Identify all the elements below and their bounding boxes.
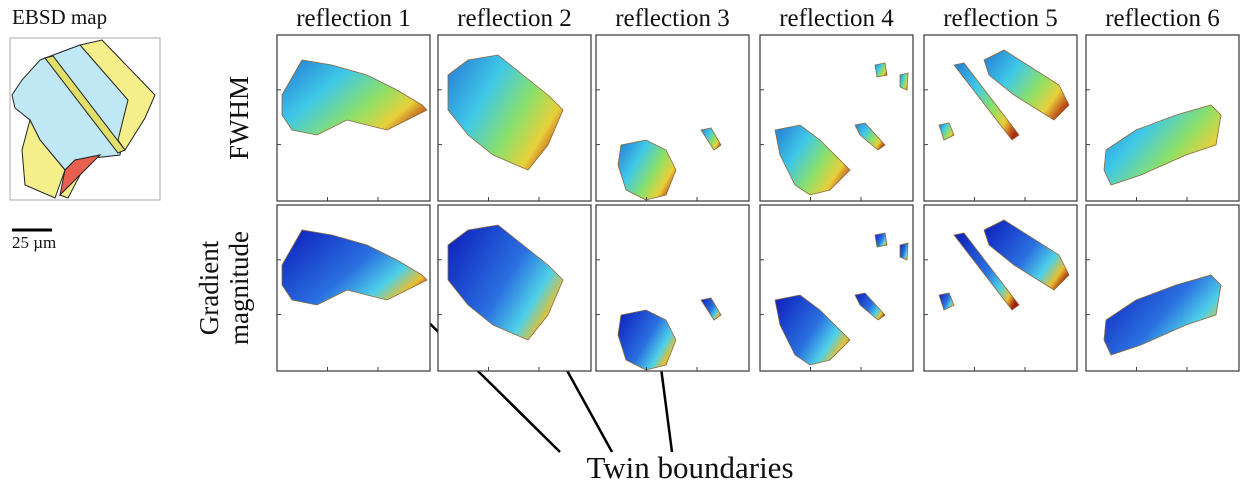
arrow — [660, 360, 672, 452]
intensity-map — [875, 63, 887, 77]
scale-label: 25 µm — [12, 233, 56, 252]
column-title: reflection 2 — [457, 5, 572, 32]
column-title: reflection 5 — [943, 5, 1058, 32]
map-panel — [596, 205, 749, 371]
column-title: reflection 1 — [296, 5, 411, 32]
intensity-map — [875, 233, 887, 247]
figure: EBSD map 25 µm Twin boundaries reflectio… — [0, 0, 1241, 494]
map-panel — [438, 35, 591, 201]
row-label: Gradient — [194, 240, 224, 335]
map-panel — [277, 35, 430, 201]
ebsd-title: EBSD map — [12, 5, 107, 29]
map-panel — [924, 205, 1077, 371]
annotation: Twin boundaries — [586, 450, 793, 485]
intensity-map — [900, 243, 908, 260]
map-panel — [760, 35, 913, 201]
map-panel — [924, 35, 1077, 201]
map-panel — [596, 35, 749, 201]
intensity-map — [900, 73, 908, 90]
map-panel — [438, 205, 591, 371]
map-panel — [1086, 35, 1239, 201]
map-panel — [277, 205, 430, 371]
row-label: magnitude — [224, 231, 254, 345]
map-panel — [1086, 205, 1239, 371]
column-title: reflection 4 — [779, 5, 894, 32]
row-label: FWHM — [224, 76, 254, 160]
column-title: reflection 6 — [1105, 5, 1220, 32]
map-panel — [760, 205, 913, 371]
column-title: reflection 3 — [615, 5, 730, 32]
ebsd-map — [10, 38, 160, 200]
